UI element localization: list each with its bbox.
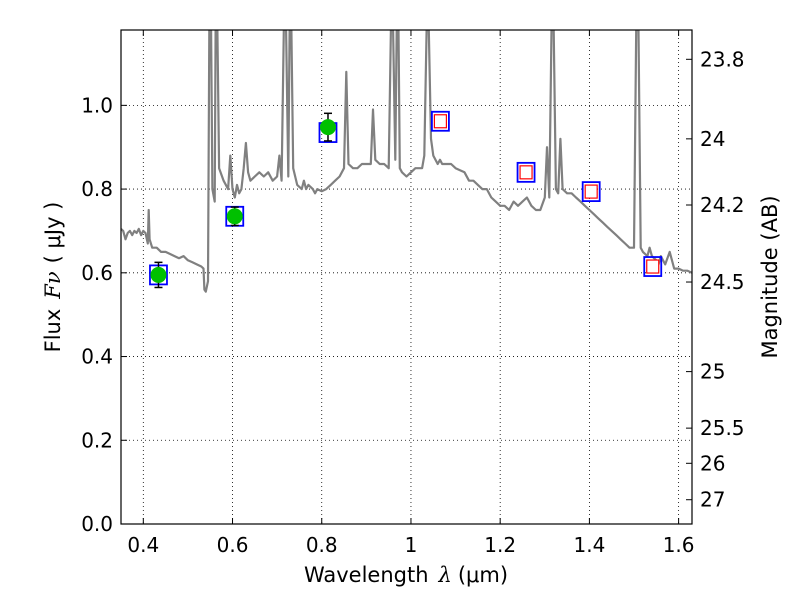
x-axis-label-text: Wavelength <box>304 563 429 587</box>
y2-tick-label: 24 <box>700 127 725 151</box>
y2-tick-label: 26 <box>700 451 725 475</box>
y-axis-label-symbol: Fν <box>41 271 65 300</box>
y-tick-label: 0.4 <box>81 345 113 369</box>
y2-tick-label: 25.5 <box>700 416 745 440</box>
predicted-flux-square <box>519 165 533 180</box>
x-axis-ticks: 0.4 0.6 0.8 1 1.2 1.4 1.6 <box>127 30 695 557</box>
y2-tick-label: 25 <box>700 360 725 384</box>
observed-flux-point <box>226 208 243 225</box>
y-tick-label: 0.8 <box>81 177 113 201</box>
y-tick-label: 0.6 <box>81 261 113 285</box>
predicted-flux-square <box>584 184 598 199</box>
y2-tick-label: 27 <box>700 488 725 512</box>
y2-axis-ticks: 23.8 24 24.2 24.5 25 25.5 26 27 <box>686 47 745 512</box>
y2-tick-label: 23.8 <box>700 47 745 71</box>
x-axis-label: Wavelength λ (μm) <box>304 563 508 587</box>
x-tick-label: 0.4 <box>127 533 159 557</box>
y-axis-label: Flux Fν ( μJy ) <box>41 202 65 353</box>
y2-tick-label: 24.5 <box>700 270 745 294</box>
observed-flux-point <box>150 266 167 283</box>
x-tick-label: 1.2 <box>484 533 516 557</box>
y-axis-label-text: Flux <box>41 309 65 353</box>
model-flux-square <box>581 181 601 202</box>
predicted-flux-square <box>433 114 448 129</box>
y-tick-label: 0.2 <box>81 428 113 452</box>
x-tick-label: 1.4 <box>573 533 605 557</box>
x-axis-label-unit: (μm) <box>458 563 508 587</box>
y2-axis-label: Magnitude (AB) <box>758 195 782 358</box>
y-tick-label: 1.0 <box>81 93 113 117</box>
model-flux-square <box>643 256 663 277</box>
y-axis-label-unit: ( μJy ) <box>41 202 65 264</box>
plot-frame <box>120 29 693 525</box>
model-flux-square <box>516 161 536 183</box>
predicted-flux-square <box>646 259 660 274</box>
plot-data <box>121 30 692 293</box>
observed-flux-point <box>319 119 336 136</box>
spectrum-line <box>121 30 692 293</box>
x-tick-label: 1 <box>405 533 418 557</box>
y-tick-label: 0.0 <box>81 512 113 536</box>
model-flux-square <box>431 110 450 132</box>
x-axis-label-symbol: λ <box>438 563 452 587</box>
y2-tick-label: 24.2 <box>700 193 745 217</box>
x-tick-label: 1.6 <box>663 533 695 557</box>
x-tick-label: 0.6 <box>217 533 249 557</box>
x-tick-label: 0.8 <box>306 533 338 557</box>
y-axis-ticks: 0.0 0.2 0.4 0.6 0.8 1.0 <box>81 93 127 536</box>
